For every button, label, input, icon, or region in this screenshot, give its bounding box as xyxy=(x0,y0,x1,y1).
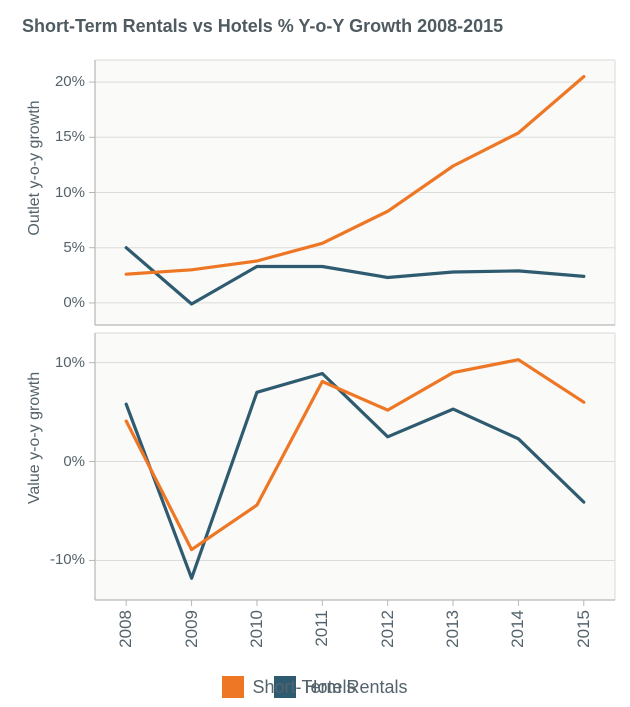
bottom-ytick-label: 0% xyxy=(63,453,85,470)
chart-svg xyxy=(0,0,630,707)
legend-swatch-short_term_rentals xyxy=(222,676,244,698)
x-tick-label: 2011 xyxy=(312,610,332,647)
chart-stage: Short-Term Rentals vs Hotels % Y-o-Y Gro… xyxy=(0,0,630,707)
top-ytick-label: 15% xyxy=(55,128,85,145)
x-tick-label: 2010 xyxy=(247,610,267,648)
x-tick-label: 2009 xyxy=(182,610,202,648)
x-tick-label: 2012 xyxy=(378,610,398,648)
legend-label-short_term_rentals: Short-Term Rentals xyxy=(252,677,407,698)
x-tick-label: 2014 xyxy=(508,610,528,648)
top-ytick-label: 10% xyxy=(55,184,85,201)
x-tick-label: 2008 xyxy=(116,610,136,648)
x-tick-label: 2015 xyxy=(574,610,594,648)
top-ytick-label: 20% xyxy=(55,73,85,90)
bottom-ytick-label: 10% xyxy=(55,354,85,371)
bottom-ytick-label: -10% xyxy=(50,551,85,568)
top-ytick-label: 0% xyxy=(63,294,85,311)
top-ytick-label: 5% xyxy=(63,239,85,256)
x-tick-label: 2013 xyxy=(443,610,463,648)
legend-item-short_term_rentals: Short-Term Rentals xyxy=(222,676,407,698)
